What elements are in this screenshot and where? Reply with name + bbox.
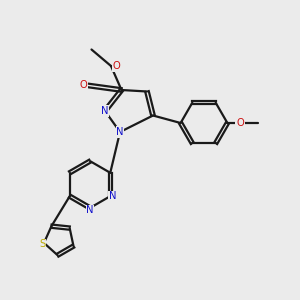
- Text: O: O: [112, 61, 120, 71]
- Text: S: S: [39, 239, 46, 249]
- Text: N: N: [109, 191, 116, 201]
- Text: O: O: [236, 118, 244, 128]
- Text: N: N: [86, 205, 94, 215]
- Text: N: N: [101, 106, 109, 116]
- Text: N: N: [116, 127, 124, 137]
- Text: O: O: [79, 80, 87, 90]
